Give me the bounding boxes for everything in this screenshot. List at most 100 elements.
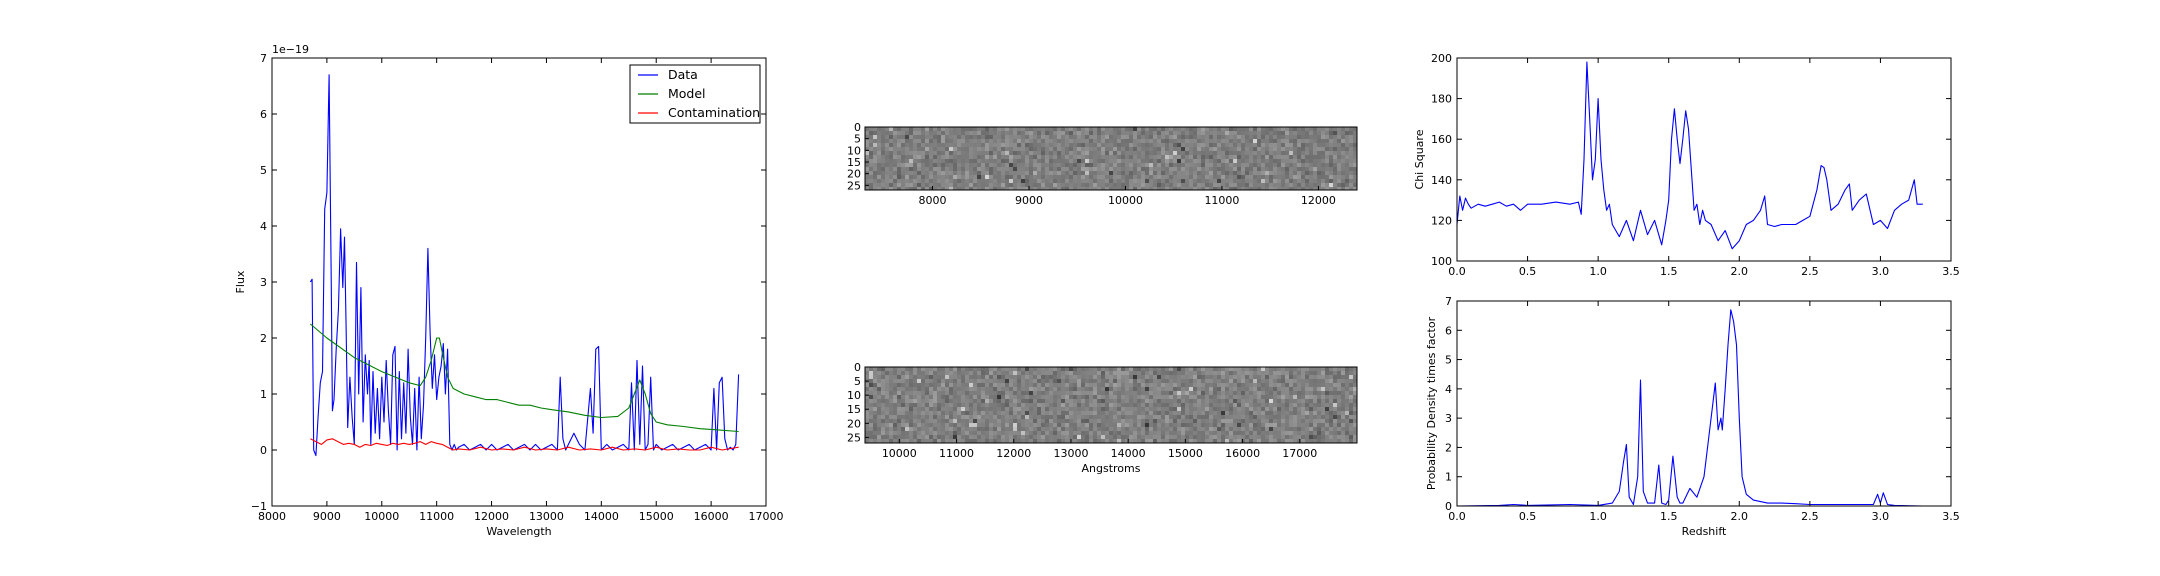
- x-tick-label: 10000: [1108, 194, 1143, 207]
- x-tick-label: 15000: [1168, 447, 1203, 460]
- y-tick-label: 15: [847, 156, 861, 169]
- x-tick-label: 2.0: [1731, 265, 1749, 278]
- x-axis-label: Redshift: [1682, 525, 1727, 538]
- x-tick-label: 9000: [313, 510, 341, 523]
- y-tick-label: 180: [1431, 93, 1452, 106]
- y-tick-label: 5: [1445, 354, 1452, 367]
- x-tick-label: 0.0: [1448, 265, 1466, 278]
- x-tick-label: 17000: [749, 510, 784, 523]
- x-tick-label: 14000: [1111, 447, 1146, 460]
- y-axis-label: Chi Square: [1413, 129, 1426, 189]
- y-tick-label: −1: [251, 500, 267, 513]
- spectrum-plot: 8000 9000 10000 11000 12000 13000 14000 15000 16…: [234, 43, 784, 538]
- y-tick-label: 10: [847, 144, 861, 157]
- x-tick-label: 3.5: [1942, 510, 1960, 523]
- x-tick-label: 0.5: [1519, 265, 1537, 278]
- x-tick-label: 0.5: [1519, 510, 1537, 523]
- axes-frame: [864, 126, 1358, 191]
- y-tick-label: 5: [854, 375, 861, 388]
- y-tick-label: 0: [260, 444, 267, 457]
- y-tick-label: 160: [1431, 133, 1452, 146]
- x-tick-label: 10000: [364, 510, 399, 523]
- y-tick-label: 4: [260, 220, 267, 233]
- y-axis-label: Probability Density times factor: [1425, 316, 1438, 490]
- y-tick-label: 3: [260, 276, 267, 289]
- y-tick-label: 1: [260, 388, 267, 401]
- x-tick-label: 9000: [1015, 194, 1043, 207]
- x-tick-label: 1.0: [1589, 510, 1607, 523]
- x-tick-label: 15000: [639, 510, 674, 523]
- x-tick-label: 2.5: [1801, 510, 1819, 523]
- axes-frame: [864, 366, 1358, 444]
- legend-label: Data: [668, 67, 698, 82]
- axes-frame: [1456, 57, 1952, 262]
- y-tick-label: 140: [1431, 174, 1452, 187]
- x-tick-label: 11000: [1204, 194, 1239, 207]
- x-tick-label: 3.0: [1872, 265, 1890, 278]
- y-tick-label: 25: [847, 179, 861, 192]
- image-pixels: [865, 127, 1357, 190]
- y-tick-label: 7: [260, 52, 267, 65]
- x-tick-label: 13000: [529, 510, 564, 523]
- x-tick-label: 11000: [419, 510, 454, 523]
- y-tick-label: 0: [854, 121, 861, 134]
- redshift-pdf-plot: 0.0 0.5 1.0 1.5 2.0 2.5 3.0 3.5 0 1 2 3 4 5 6 7 Redshift…: [1425, 295, 1960, 538]
- x-tick-label: 1.5: [1660, 265, 1678, 278]
- y-tick-label: 6: [1445, 324, 1452, 337]
- offset-text: 1e−19: [272, 43, 309, 56]
- axes-frame: [1456, 300, 1952, 507]
- x-tick-label: 1.5: [1660, 510, 1678, 523]
- dispersed-image-bottom: 10000 11000 12000 13000 14000 15000 16000 17000…: [847, 361, 1358, 475]
- chi-square-plot: 0.0 0.5 1.0 1.5 2.0 2.5 3.0 3.5 100 120 140 160 180 2…: [1413, 52, 1960, 278]
- x-tick-label: 3.5: [1942, 265, 1960, 278]
- x-axis-label: Wavelength: [486, 525, 551, 538]
- y-axis-label: Flux: [234, 270, 247, 293]
- x-tick-label: 2.0: [1731, 510, 1749, 523]
- series-line-curve: [1456, 61, 1923, 250]
- y-tick-label: 6: [260, 108, 267, 121]
- y-tick-label: 200: [1431, 52, 1452, 65]
- x-tick-label: 12000: [474, 510, 509, 523]
- image-pixels: [865, 367, 1357, 443]
- x-tick-label: 1.0: [1589, 265, 1607, 278]
- x-tick-label: 14000: [584, 510, 619, 523]
- y-tick-label: 25: [847, 431, 861, 444]
- y-tick-label: 7: [1445, 295, 1452, 308]
- x-tick-label: 10000: [882, 447, 917, 460]
- x-tick-label: 8000: [258, 510, 286, 523]
- x-tick-label: 2.5: [1801, 265, 1819, 278]
- y-tick-label: 3: [1445, 412, 1452, 425]
- x-axis-label: Angstroms: [1082, 462, 1141, 475]
- x-tick-label: 3.0: [1872, 510, 1890, 523]
- x-tick-label: 11000: [939, 447, 974, 460]
- axes-frame: [271, 57, 767, 507]
- x-tick-label: 12000: [1301, 194, 1336, 207]
- y-tick-label: 10: [847, 389, 861, 402]
- x-tick-label: 16000: [1225, 447, 1260, 460]
- x-tick-label: 17000: [1282, 447, 1317, 460]
- y-tick-label: 5: [260, 164, 267, 177]
- x-tick-label: 8000: [919, 194, 947, 207]
- y-tick-label: 5: [854, 133, 861, 146]
- x-tick-label: 13000: [1053, 447, 1088, 460]
- x-tick-label: 16000: [694, 510, 729, 523]
- legend-label: Contamination: [668, 105, 760, 120]
- y-tick-label: 120: [1431, 214, 1452, 227]
- x-tick-label: 12000: [996, 447, 1031, 460]
- y-tick-label: 4: [1445, 383, 1452, 396]
- y-tick-label: 20: [847, 417, 861, 430]
- series-line-model: [310, 323, 739, 433]
- y-tick-label: 15: [847, 403, 861, 416]
- y-tick-label: 1: [1445, 471, 1452, 484]
- legend-label: Model: [668, 86, 706, 101]
- x-tick-label: 0.0: [1448, 510, 1466, 523]
- y-tick-label: 2: [1445, 441, 1452, 454]
- y-tick-label: 0: [1445, 500, 1452, 513]
- y-tick-label: 2: [260, 332, 267, 345]
- y-tick-label: 20: [847, 168, 861, 181]
- y-tick-label: 0: [854, 361, 861, 374]
- series-line-curve: [1456, 309, 1923, 507]
- series-line-data: [309, 74, 740, 457]
